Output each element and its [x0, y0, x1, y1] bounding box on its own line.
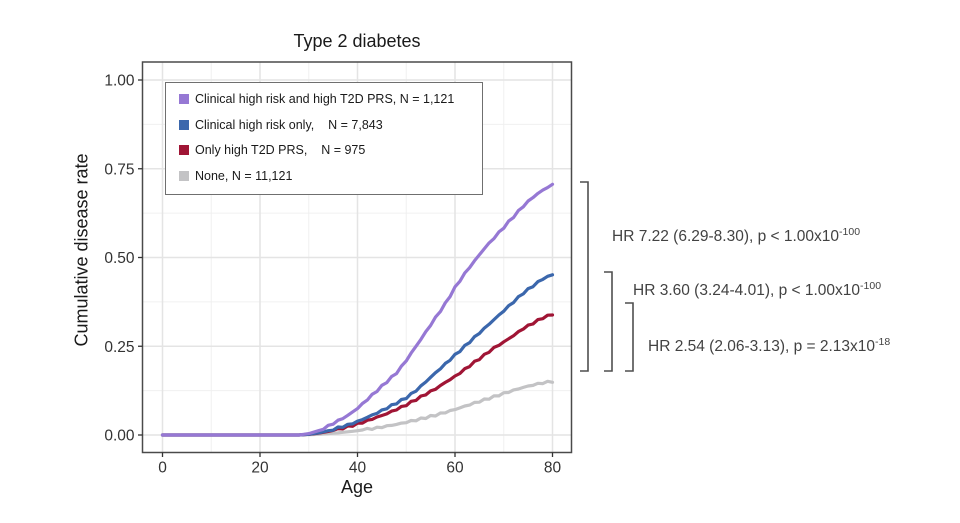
legend-swatch-icon [179, 170, 189, 181]
x-tick-label: 40 [349, 460, 367, 477]
legend-item: Clinical high risk and high T2D PRS, N =… [179, 92, 470, 106]
legend-item: Clinical high risk only, N = 7,843 [179, 118, 470, 132]
y-axis-title: Cumulative disease rate [71, 153, 92, 347]
y-tick-label: 0.50 [104, 250, 135, 267]
comparison-bracket-3 [625, 302, 634, 372]
hr-annotation-exponent: -100 [860, 280, 882, 292]
y-tick-label: 0.00 [104, 428, 135, 445]
hr-annotation-text: HR 3.60 (3.24-4.01), p < 1.00x10 [633, 282, 861, 299]
hr-annotation-exponent: -18 [875, 336, 891, 348]
y-tick-label: 0.75 [104, 161, 134, 178]
legend-label: Clinical high risk and high T2D PRS, N =… [195, 92, 455, 106]
chart-title: Type 2 diabetes [293, 31, 421, 51]
legend-swatch-icon [179, 145, 189, 156]
legend-swatch-icon [179, 94, 189, 104]
x-tick-label: 0 [158, 460, 167, 477]
x-tick-label: 80 [544, 460, 562, 477]
series-line-0 [160, 182, 555, 437]
hr-annotation-text: HR 2.54 (2.06-3.13), p = 2.13x10 [648, 338, 876, 355]
y-tick-label: 0.25 [104, 339, 134, 356]
hr-annotation-1: HR 7.22 (6.29-8.30), p < 1.00x10-100 [612, 226, 860, 246]
comparison-bracket-2 [604, 271, 613, 372]
x-axis-title: Age [340, 477, 374, 497]
x-tick-label: 60 [446, 460, 464, 477]
hr-annotation-exponent: -100 [839, 226, 861, 238]
legend-item: Only high T2D PRS, N = 975 [179, 143, 470, 157]
hr-annotation-3: HR 2.54 (2.06-3.13), p = 2.13x10-18 [648, 336, 890, 356]
x-tick-label: 20 [251, 460, 269, 477]
legend: Clinical high risk and high T2D PRS, N =… [165, 82, 483, 195]
hr-annotation-text: HR 7.22 (6.29-8.30), p < 1.00x10 [612, 228, 840, 245]
legend-label: Only high T2D PRS, N = 975 [195, 143, 366, 158]
y-tick-label: 1.00 [104, 73, 135, 90]
legend-label: None, N = 11,121 [195, 168, 293, 183]
legend-swatch-icon [179, 119, 189, 130]
legend-item: None, N = 11,121 [179, 169, 470, 183]
comparison-bracket-1 [580, 181, 589, 372]
hr-annotation-2: HR 3.60 (3.24-4.01), p < 1.00x10-100 [633, 280, 881, 300]
legend-label: Clinical high risk only, N = 7,843 [195, 117, 383, 132]
